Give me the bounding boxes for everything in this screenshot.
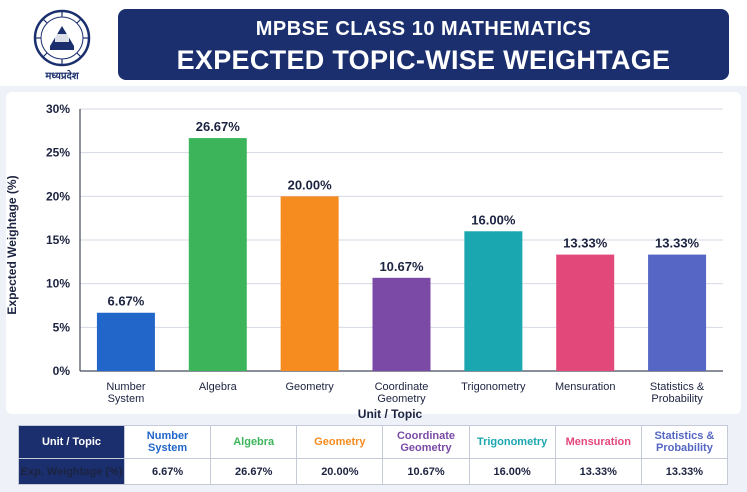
mp-emblem-logo: मध्यप्रदेश [33, 9, 91, 82]
y-tick-label: 5% [53, 320, 71, 334]
table-topic-cell: Trigonometry [468, 425, 556, 459]
table-row-topics: Unit / Topic Number System Algebra Geometry… [18, 425, 729, 459]
y-tick-label: 20% [46, 189, 70, 203]
table-value-cell: 13.33% [554, 458, 642, 485]
x-tick-label: Trigonometry [461, 381, 526, 393]
bar [372, 277, 431, 371]
table-value-cell: 20.00% [296, 458, 384, 485]
title-banner: MPBSE CLASS 10 MATHEMATICS EXPECTED TOPI… [118, 9, 729, 80]
table-topic-cell: Statistics & Probability [640, 425, 729, 459]
data-label: 13.33% [655, 236, 700, 251]
data-label: 13.33% [563, 236, 608, 251]
x-tick-labels: Number System Algebra Geometry Coordinate Geo… [106, 381, 705, 405]
x-tick-label: Geometry [285, 381, 334, 393]
logo-text: मध्यप्रदेश [44, 69, 80, 82]
table-value-cell: 6.67% [123, 458, 212, 485]
bar-chart: 6.67% 26.67% 20.00% 10.67% 16.00% 13.33% 13.33… [46, 102, 723, 405]
page-subtitle: EXPECTED TOPIC-WISE WEIGHTAGE [176, 45, 671, 75]
header: मध्यप्रदेश MPBSE CLASS 10 MATHEMATICS EX… [0, 0, 747, 86]
data-label: 20.00% [288, 177, 333, 192]
bar [188, 138, 247, 371]
data-label: 26.67% [196, 119, 241, 134]
table-value-cell: 16.00% [468, 458, 556, 485]
bar [96, 312, 155, 371]
table-value-cell: 26.67% [210, 458, 298, 485]
page-title: MPBSE CLASS 10 MATHEMATICS [255, 18, 592, 40]
x-axis-label: Unit / Topic [357, 407, 423, 421]
y-tick-label: 0% [53, 364, 71, 378]
table-row-values: Exp. Weightage (%) 6.67% 26.67% 20.00% 10.6… [18, 458, 729, 485]
table-topic-cell: Mensuration [554, 425, 642, 459]
bar [280, 196, 339, 371]
y-tick-label: 30% [46, 102, 70, 116]
y-axis-label: Expected Weightage (%) [5, 175, 19, 315]
x-tick-label: Mensuration [555, 381, 616, 393]
bar [464, 231, 523, 371]
table-topic-cell: Number System [123, 425, 212, 459]
table-header-weightage: Exp. Weightage (%) [18, 458, 125, 485]
y-ticks: 0% 5% 10% 15% 20% 25% 30% [46, 102, 70, 378]
bars: 6.67% 26.67% 20.00% 10.67% 16.00% 13.33% 13.33… [96, 119, 707, 371]
table-header-topic: Unit / Topic [18, 425, 125, 459]
data-label: 16.00% [471, 212, 516, 227]
x-tick-label: Statistics & Probability [650, 381, 705, 405]
bar [556, 254, 615, 371]
data-label: 10.67% [379, 259, 424, 274]
y-tick-label: 10% [46, 277, 70, 291]
table-value-cell: 13.33% [640, 458, 729, 485]
x-tick-label: Coordinate Geometry [375, 381, 429, 405]
table-topic-cell: Geometry [296, 425, 384, 459]
table-topic-cell: Coordinate Geometry [382, 425, 470, 459]
table-value-cell: 10.67% [382, 458, 470, 485]
x-tick-label: Number System [106, 381, 145, 405]
table-topic-cell: Algebra [210, 425, 298, 459]
x-tick-label: Algebra [199, 381, 238, 393]
data-label: 6.67% [107, 294, 144, 309]
y-tick-label: 15% [46, 233, 70, 247]
weightage-table: Unit / Topic Number System Algebra Geometry… [18, 425, 729, 485]
y-tick-label: 25% [46, 146, 70, 160]
bar [648, 254, 707, 371]
